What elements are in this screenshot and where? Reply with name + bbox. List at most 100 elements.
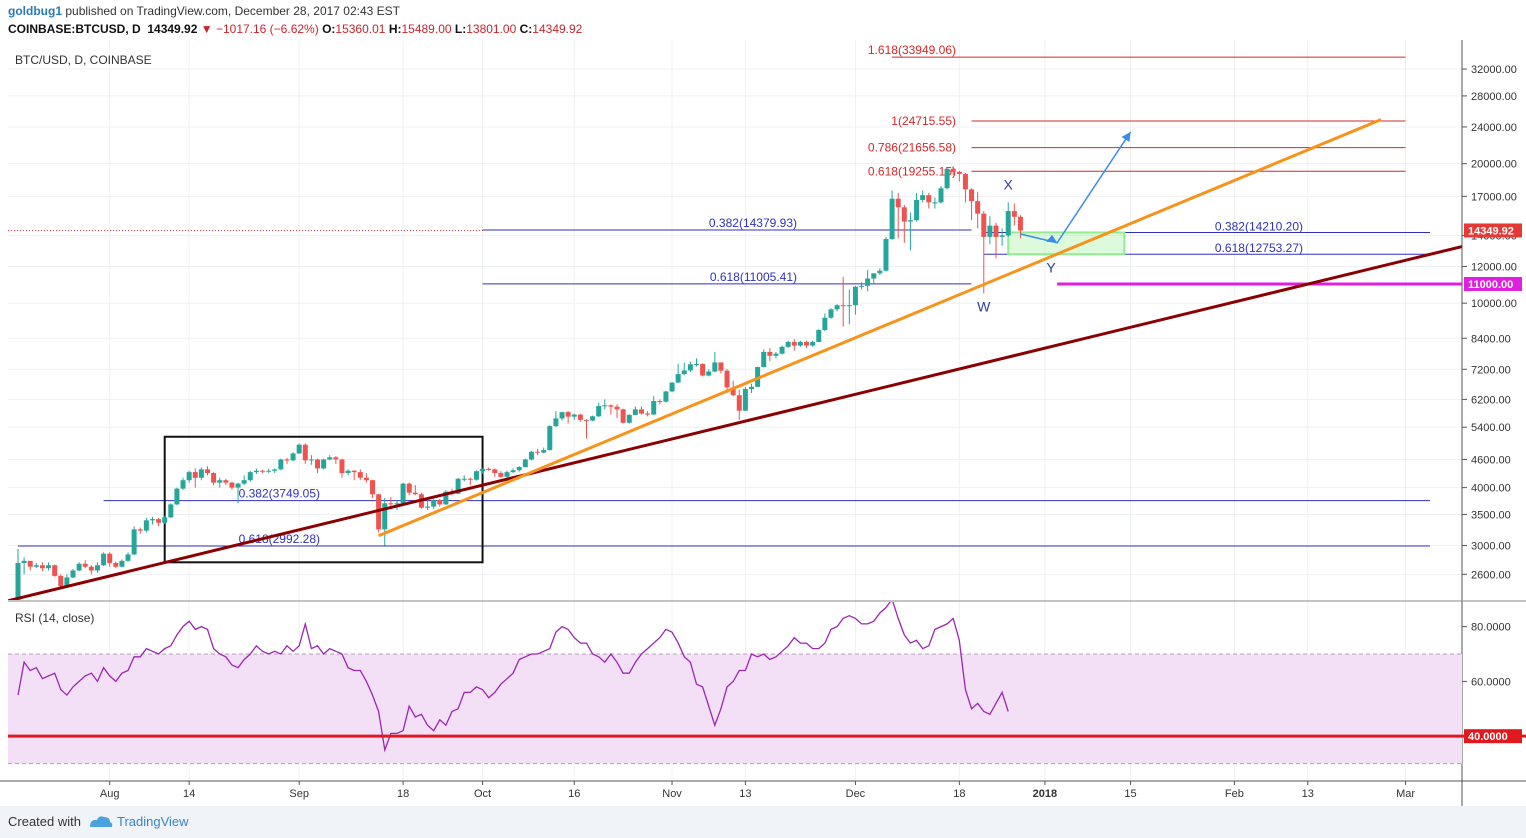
price-tick-label: 2600.00 [1471, 569, 1511, 581]
tradingview-brand[interactable]: TradingView [117, 814, 189, 829]
candle-body [278, 459, 284, 470]
candle-body [779, 346, 785, 354]
candle-body [932, 202, 938, 204]
candle-body [266, 470, 272, 472]
low-value: 13801.00 [466, 22, 517, 36]
candle-body [773, 353, 779, 356]
high-label: H: [388, 22, 402, 36]
time-tick-label: Feb [1225, 788, 1244, 800]
candle-body [736, 395, 742, 411]
candle-body [920, 195, 926, 200]
candle-body [535, 451, 541, 453]
candle-body [321, 459, 327, 469]
time-tick-label: 13 [739, 788, 751, 800]
candle-body [962, 173, 968, 190]
candle-body [486, 468, 492, 470]
candle-body [681, 370, 687, 375]
tradingview-logo-icon [90, 816, 113, 827]
candle-body [583, 419, 589, 421]
candle-body [235, 483, 241, 488]
candle-body [596, 405, 602, 417]
candle-body [724, 370, 730, 388]
time-tick-label: Sep [289, 788, 309, 800]
candle-body [370, 480, 376, 495]
chart-title: BTC/USD, D, COINBASE [15, 53, 152, 67]
candle-body [437, 500, 443, 505]
time-tick-label: 18 [953, 788, 965, 800]
time-tick-label: 14 [183, 788, 195, 800]
candle-body [975, 201, 981, 214]
long-term-trendline [8, 245, 1462, 600]
time-tick-label: 2018 [1033, 788, 1057, 800]
price-tick-label: 20000.00 [1471, 159, 1517, 171]
candle-body [718, 362, 724, 371]
price-tick-label: 6200.00 [1471, 394, 1511, 406]
candle-body [186, 472, 192, 481]
candle-body [944, 168, 950, 189]
candle-body [938, 188, 944, 203]
footer: Created with TradingView [0, 806, 1526, 838]
price-plot-area: 1.618(33949.06) 1(24715.55) 0.786(21656.58… [8, 43, 1462, 600]
candle-body [156, 519, 162, 523]
candle-body [94, 565, 100, 571]
candle-body [70, 570, 76, 578]
wave-label: Y [1046, 259, 1056, 275]
candle-body [473, 471, 479, 480]
candle-body [547, 426, 553, 451]
candle-body [626, 414, 632, 423]
candle-body [394, 503, 400, 505]
candle-body [1017, 216, 1023, 231]
close-label: C: [519, 22, 533, 36]
candle-body [412, 492, 418, 495]
candle-body [663, 391, 669, 402]
candle-body [669, 382, 675, 392]
candle-body [510, 470, 516, 473]
candle-body [113, 563, 119, 567]
candle-body [455, 478, 461, 494]
candle-body [590, 416, 596, 421]
fib-level-label: 0.382(14210.20) [1215, 219, 1303, 233]
candle-body [767, 351, 773, 356]
price-tick-label: 3500.00 [1471, 509, 1511, 521]
candle-body [33, 565, 39, 567]
candle-body [198, 469, 204, 478]
price-chart[interactable]: 32000.00 28000.00 24000.00 20000.00 17000.00… [0, 40, 1526, 806]
candle-body [21, 560, 27, 564]
candle-body [363, 477, 369, 481]
candle-body [272, 469, 278, 471]
candle-body [351, 470, 357, 473]
candle-body [571, 414, 577, 417]
price-tick-label: 32000.00 [1471, 64, 1517, 76]
candle-body [162, 517, 168, 523]
open-value: 15360.01 [335, 22, 386, 36]
publish-info: goldbug1 published on TradingView.com, D… [8, 4, 400, 18]
candle-body [107, 553, 113, 564]
candle-body [840, 305, 846, 307]
last-price-tag-label: 14349.92 [1468, 225, 1514, 237]
chart-header: goldbug1 published on TradingView.com, D… [0, 0, 1526, 40]
candle-body [969, 189, 975, 202]
rsi-plot-area [8, 602, 1462, 765]
price-tick-label: 28000.00 [1471, 91, 1517, 103]
candle-body [302, 444, 308, 461]
time-tick-label: Mar [1396, 788, 1415, 800]
candle-body [846, 305, 852, 307]
candle-body [253, 470, 259, 473]
time-tick-label: 13 [1302, 788, 1314, 800]
candle-body [950, 168, 956, 172]
price-tick-label: 5400.00 [1471, 422, 1511, 434]
rsi-tick-label: 60.0000 [1471, 676, 1511, 688]
time-tick-label: Dec [846, 788, 866, 800]
candle-body [357, 472, 363, 478]
candle-body [553, 418, 559, 427]
candle-body [1005, 211, 1011, 236]
author-name[interactable]: goldbug1 [8, 4, 62, 18]
candle-body [620, 409, 626, 423]
high-value: 15489.00 [401, 22, 452, 36]
fib-level-label: 0.786(21656.58) [868, 141, 956, 155]
candle-body [522, 459, 528, 468]
candle-body [645, 413, 651, 415]
wave-label: W [977, 298, 991, 314]
candle-body [52, 565, 58, 576]
fib-level-label: 0.618(19255.15) [868, 164, 956, 178]
